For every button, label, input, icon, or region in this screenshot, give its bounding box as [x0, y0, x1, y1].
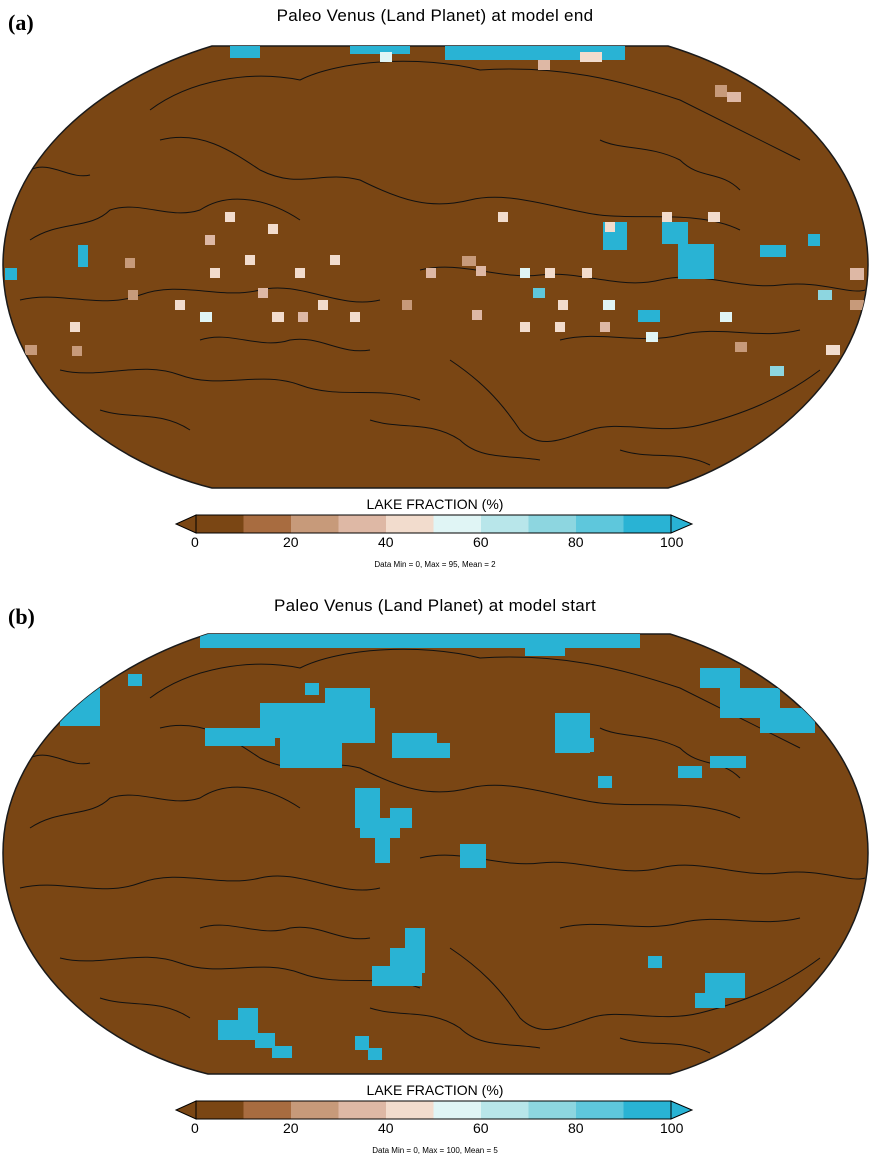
panel-a-colorbar — [174, 514, 694, 534]
panel-b-colorbar — [174, 1100, 694, 1120]
panel-b-tick-0: 0 — [191, 1120, 199, 1136]
panel-a-title: Paleo Venus (Land Planet) at model end — [276, 6, 594, 25]
panel-a-tick-60: 60 — [473, 534, 489, 550]
panel-a-map — [2, 45, 869, 489]
panel-a-lake-cells — [5, 46, 864, 376]
panel-b-lake-cells — [60, 634, 815, 1060]
panel-a-letter: (a) — [8, 10, 34, 35]
panel-b-coastlines — [19, 648, 866, 1054]
panel-a-globe — [2, 45, 869, 489]
panel-b-colorbar-title: LAKE FRACTION (%) — [366, 1082, 504, 1098]
panel-b-tick-80: 80 — [568, 1120, 584, 1136]
panel-a-stats: Data Min = 0, Max = 95, Mean = 2 — [374, 560, 496, 569]
panel-b-colorbar-low-arrow — [174, 1100, 197, 1120]
panel-a-tick-0: 0 — [191, 534, 199, 550]
panel-a-colorbar-high-arrow — [670, 514, 694, 534]
panel-a-coastlines — [19, 60, 866, 466]
panel-a-tick-100: 100 — [660, 534, 684, 550]
panel-b-stats: Data Min = 0, Max = 100, Mean = 5 — [372, 1146, 498, 1155]
panel-b-tick-60: 60 — [473, 1120, 489, 1136]
panel-a-tick-80: 80 — [568, 534, 584, 550]
panel-b-tick-40: 40 — [378, 1120, 394, 1136]
panel-b-colorbar-high-arrow — [670, 1100, 694, 1120]
panel-a-colorbar-title: LAKE FRACTION (%) — [366, 496, 504, 512]
panel-b-tick-100: 100 — [660, 1120, 684, 1136]
panel-b-letter: (b) — [8, 604, 35, 629]
panel-b-title: Paleo Venus (Land Planet) at model start — [274, 596, 596, 615]
panel-b-tick-20: 20 — [283, 1120, 299, 1136]
panel-a-colorbar-low-arrow — [174, 514, 197, 534]
panel-b-map — [2, 633, 869, 1075]
panel-a-tick-40: 40 — [378, 534, 394, 550]
panel-a-tick-20: 20 — [283, 534, 299, 550]
